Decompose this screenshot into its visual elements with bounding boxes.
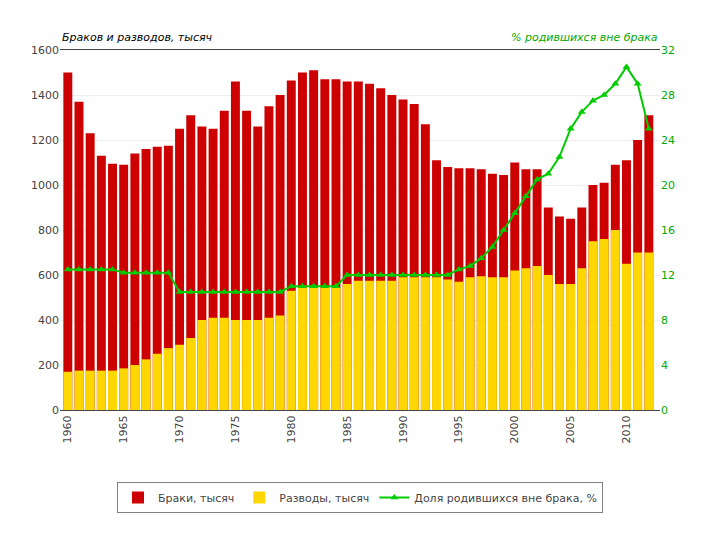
svg-text:0: 0: [52, 404, 59, 417]
svg-text:800: 800: [38, 224, 59, 237]
svg-text:1600: 1600: [31, 44, 59, 57]
svg-text:% родившихся вне брака: % родившихся вне брака: [511, 31, 658, 44]
svg-text:1000: 1000: [31, 179, 59, 192]
svg-text:16: 16: [661, 224, 675, 237]
svg-text:2005: 2005: [564, 415, 577, 443]
svg-text:20: 20: [661, 179, 675, 192]
svg-text:4: 4: [661, 359, 668, 372]
svg-text:1975: 1975: [229, 415, 242, 443]
svg-text:32: 32: [661, 44, 675, 57]
svg-text:Браки, тысяч: Браки, тысяч: [158, 492, 234, 505]
svg-text:1980: 1980: [285, 415, 298, 443]
svg-text:600: 600: [38, 269, 59, 282]
svg-text:8: 8: [661, 314, 668, 327]
svg-text:Доля родившихся вне брака, %: Доля родившихся вне брака, %: [414, 492, 597, 505]
svg-text:Браков и разводов, тысяч: Браков и разводов, тысяч: [62, 31, 213, 44]
svg-text:24: 24: [661, 134, 675, 147]
svg-text:200: 200: [38, 359, 59, 372]
svg-text:1200: 1200: [31, 134, 59, 147]
svg-text:2010: 2010: [620, 415, 633, 443]
svg-text:Разводы, тысяч: Разводы, тысяч: [279, 492, 369, 505]
svg-text:1990: 1990: [397, 415, 410, 443]
svg-text:1995: 1995: [452, 415, 465, 443]
svg-text:12: 12: [661, 269, 675, 282]
svg-text:400: 400: [38, 314, 59, 327]
svg-text:28: 28: [661, 89, 675, 102]
svg-text:1400: 1400: [31, 89, 59, 102]
svg-text:1960: 1960: [61, 415, 74, 443]
svg-text:2000: 2000: [508, 415, 521, 443]
svg-text:1965: 1965: [117, 415, 130, 443]
svg-text:1985: 1985: [341, 415, 354, 443]
svg-text:1970: 1970: [173, 415, 186, 443]
svg-text:0: 0: [661, 404, 668, 417]
